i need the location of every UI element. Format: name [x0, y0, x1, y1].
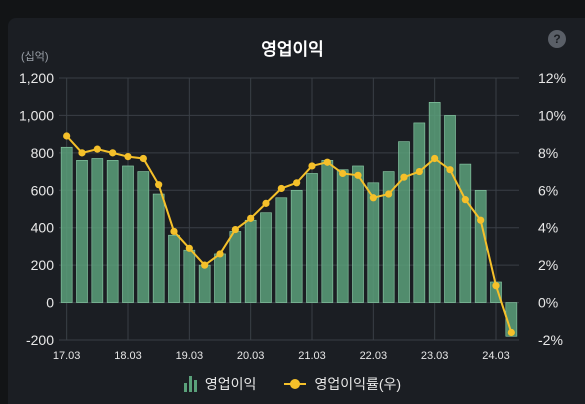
bar — [137, 171, 150, 303]
line-point — [63, 132, 71, 140]
bar — [183, 249, 196, 303]
line-point — [216, 250, 224, 258]
bar-chart-icon — [183, 376, 197, 392]
legend-bar-label: 영업이익 — [204, 376, 257, 392]
bar — [505, 302, 518, 337]
bar — [352, 165, 364, 303]
line-point — [293, 179, 301, 187]
y-left-tick-label: 0 — [46, 295, 54, 311]
line-point — [323, 158, 331, 166]
line-point — [507, 328, 515, 337]
y-right-tick-label: 8% — [538, 145, 558, 161]
bar — [413, 122, 426, 303]
bar — [244, 219, 257, 303]
help-icon[interactable]: ? — [548, 30, 566, 48]
line-point — [415, 167, 423, 176]
y-left-tick-label: 600 — [31, 182, 55, 198]
bar — [306, 173, 318, 303]
line-point — [354, 171, 362, 179]
line-point — [262, 199, 270, 207]
left-axis-ticks: -200 0 200 400 600 800 1,000 1,200 — [19, 70, 54, 348]
bar — [428, 102, 441, 303]
line-point — [201, 261, 209, 269]
line-point — [400, 173, 408, 181]
y-right-tick-label: 6% — [538, 182, 558, 198]
line-point — [139, 154, 147, 163]
y-left-tick-label: -200 — [26, 332, 54, 348]
line-point — [369, 194, 377, 202]
line-point — [93, 145, 101, 153]
legend-item-line[interactable]: 영업이익률(우) — [284, 374, 401, 394]
y-left-tick-label: 800 — [31, 145, 55, 161]
bar — [106, 160, 119, 303]
x-tick-label: 18.03 — [114, 350, 142, 362]
line-point — [109, 149, 117, 157]
line-point — [492, 282, 500, 290]
bar — [122, 165, 134, 303]
line-point — [477, 216, 485, 224]
y-left-tick-label: 200 — [31, 257, 55, 273]
y-right-tick-label: 0% — [538, 295, 558, 311]
bar — [152, 193, 165, 303]
x-tick-label: 20.03 — [237, 350, 265, 362]
bar — [459, 163, 472, 303]
bar-series — [60, 102, 518, 337]
chart-title: 영업이익 — [261, 40, 324, 59]
line-point — [431, 154, 439, 163]
x-tick-label: 23.03 — [421, 350, 449, 362]
bar — [398, 141, 410, 303]
bar — [321, 160, 334, 303]
bar — [76, 160, 88, 303]
line-point — [231, 225, 239, 234]
bar — [91, 158, 104, 303]
bar — [214, 253, 226, 303]
bar — [260, 212, 272, 303]
x-tick-label: 19.03 — [176, 350, 204, 362]
bar — [229, 231, 242, 303]
line-point — [277, 184, 285, 193]
line-point — [308, 162, 316, 170]
bar — [367, 182, 380, 303]
x-tick-label: 22.03 — [360, 350, 388, 362]
bar — [198, 264, 211, 303]
legend-item-bar[interactable]: 영업이익 — [183, 374, 257, 394]
y-right-tick-label: 10% — [538, 107, 566, 123]
x-axis-ticks: 17.03 18.03 19.03 20.03 21.03 22.03 23.03 24.03 — [53, 350, 510, 362]
line-series — [63, 132, 515, 337]
y-right-tick-label: 12% — [538, 70, 566, 86]
line-point — [155, 181, 163, 189]
x-tick-label: 24.03 — [482, 350, 510, 362]
line-point — [385, 190, 393, 198]
bar — [382, 171, 395, 303]
unit-label: (십억) — [21, 51, 49, 63]
line-point — [446, 166, 454, 174]
y-left-tick-label: 1,000 — [19, 107, 54, 123]
y-left-tick-label: 1,200 — [19, 70, 54, 86]
line-point — [124, 153, 132, 161]
y-right-tick-label: -2% — [538, 332, 563, 348]
y-left-tick-label: 400 — [31, 220, 55, 236]
bar — [290, 189, 303, 303]
x-tick-label: 17.03 — [53, 350, 81, 362]
line-point — [247, 214, 255, 222]
bar — [336, 169, 349, 303]
x-tick-label: 21.03 — [298, 350, 326, 362]
bar — [168, 234, 180, 303]
bar — [474, 189, 487, 303]
y-right-tick-label: 2% — [538, 257, 558, 273]
y-right-tick-label: 4% — [538, 220, 558, 236]
bar — [444, 115, 456, 303]
bar — [60, 146, 73, 303]
line-point — [339, 169, 347, 178]
line-marker-icon — [284, 377, 307, 391]
legend: 영업이익 영업이익률(우) — [0, 374, 585, 394]
legend-line-label: 영업이익률(우) — [314, 376, 402, 392]
bar — [275, 197, 288, 303]
right-axis-ticks: -2% 0% 2% 4% 6% 8% 10% 12% — [538, 70, 566, 348]
line-point — [78, 149, 86, 157]
line-point — [170, 227, 178, 236]
line-point — [461, 196, 469, 204]
line-point — [185, 244, 193, 252]
